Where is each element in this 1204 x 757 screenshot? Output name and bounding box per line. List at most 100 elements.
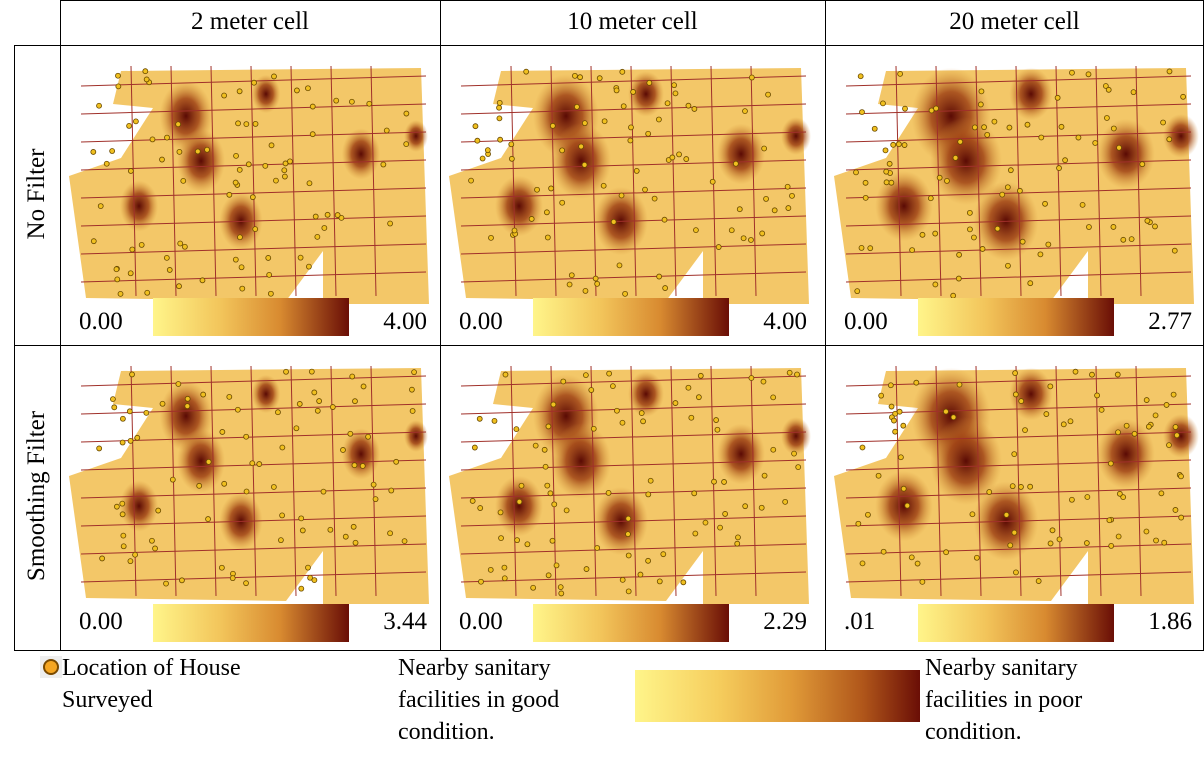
house-point xyxy=(1164,402,1169,407)
house-point xyxy=(748,237,753,242)
house-point xyxy=(1140,162,1145,167)
house-point xyxy=(760,231,765,236)
house-point xyxy=(305,86,310,91)
house-point xyxy=(1008,168,1013,173)
house-point xyxy=(572,73,577,78)
house-point xyxy=(112,405,117,410)
house-point xyxy=(139,242,144,247)
house-point xyxy=(1069,70,1074,75)
house-point xyxy=(974,555,979,560)
house-point xyxy=(1115,372,1120,377)
house-point xyxy=(127,123,132,128)
house-point xyxy=(271,74,276,79)
legend-colorbar xyxy=(635,670,920,722)
house-point xyxy=(1173,507,1178,512)
house-point xyxy=(1028,281,1033,286)
house-point xyxy=(384,128,389,133)
house-point xyxy=(766,92,771,97)
house-point xyxy=(693,531,698,536)
house-point xyxy=(178,241,183,246)
house-point xyxy=(1023,428,1028,433)
house-point xyxy=(128,271,133,276)
house-point xyxy=(722,479,727,484)
house-point xyxy=(865,512,870,517)
house-point xyxy=(182,244,187,249)
house-point xyxy=(641,419,646,424)
house-point xyxy=(859,245,864,250)
house-point xyxy=(628,125,633,130)
hotspot xyxy=(495,176,543,237)
house-point xyxy=(394,459,399,464)
house-point xyxy=(104,161,109,166)
house-point xyxy=(614,88,619,93)
house-point xyxy=(764,196,769,201)
house-point xyxy=(546,424,551,429)
house-point xyxy=(595,545,600,550)
house-point xyxy=(626,516,631,521)
house-point xyxy=(883,148,888,153)
house-point xyxy=(783,499,788,504)
house-point xyxy=(280,445,285,450)
min-value: 0.00 xyxy=(79,308,123,336)
house-point xyxy=(785,184,790,189)
house-point xyxy=(626,553,631,558)
icon-dot xyxy=(44,660,58,674)
house-point xyxy=(118,291,123,296)
max-value: 4.00 xyxy=(383,308,427,336)
house-point xyxy=(737,207,742,212)
house-point xyxy=(517,499,522,504)
house-point xyxy=(185,404,190,409)
house-point xyxy=(716,245,721,250)
house-point xyxy=(120,501,125,506)
house-point xyxy=(366,434,371,439)
house-point xyxy=(497,100,502,105)
table-border xyxy=(14,650,1204,651)
house-marker-icon xyxy=(40,656,62,678)
house-point xyxy=(306,264,311,269)
house-point xyxy=(639,411,644,416)
house-point xyxy=(176,382,181,387)
house-point xyxy=(879,393,884,398)
house-point xyxy=(388,531,393,536)
house-point xyxy=(1116,430,1121,435)
house-point xyxy=(351,524,356,529)
house-point xyxy=(477,416,482,421)
house-point xyxy=(663,286,668,291)
house-point xyxy=(299,586,304,591)
house-point xyxy=(310,132,315,137)
house-point xyxy=(1068,419,1073,424)
min-value: 0.00 xyxy=(459,608,503,636)
house-point xyxy=(550,123,555,128)
house-point xyxy=(698,373,703,378)
house-point xyxy=(297,401,302,406)
house-point xyxy=(353,540,358,545)
map xyxy=(441,46,821,346)
house-point xyxy=(589,388,594,393)
house-point xyxy=(271,484,276,489)
house-point xyxy=(602,119,607,124)
house-point xyxy=(269,143,274,148)
max-value: 2.77 xyxy=(1148,308,1192,336)
house-point xyxy=(1057,166,1062,171)
max-value: 3.44 xyxy=(383,608,427,636)
house-point xyxy=(559,591,564,596)
house-point xyxy=(133,119,138,124)
hotspot xyxy=(342,128,380,179)
house-point xyxy=(97,446,102,451)
map-cell: 0.003.44 xyxy=(61,346,441,646)
house-point xyxy=(971,235,976,240)
house-point xyxy=(512,228,517,233)
house-point xyxy=(1080,202,1085,207)
house-point xyxy=(703,520,708,525)
house-point xyxy=(646,131,651,136)
house-point xyxy=(164,255,169,260)
house-point xyxy=(928,196,933,201)
house-point xyxy=(177,284,182,289)
house-point xyxy=(1048,384,1053,389)
house-point xyxy=(1117,145,1122,150)
house-point xyxy=(956,276,961,281)
house-point xyxy=(315,408,320,413)
house-point xyxy=(514,427,519,432)
house-point xyxy=(1008,543,1013,548)
house-point xyxy=(714,418,719,423)
